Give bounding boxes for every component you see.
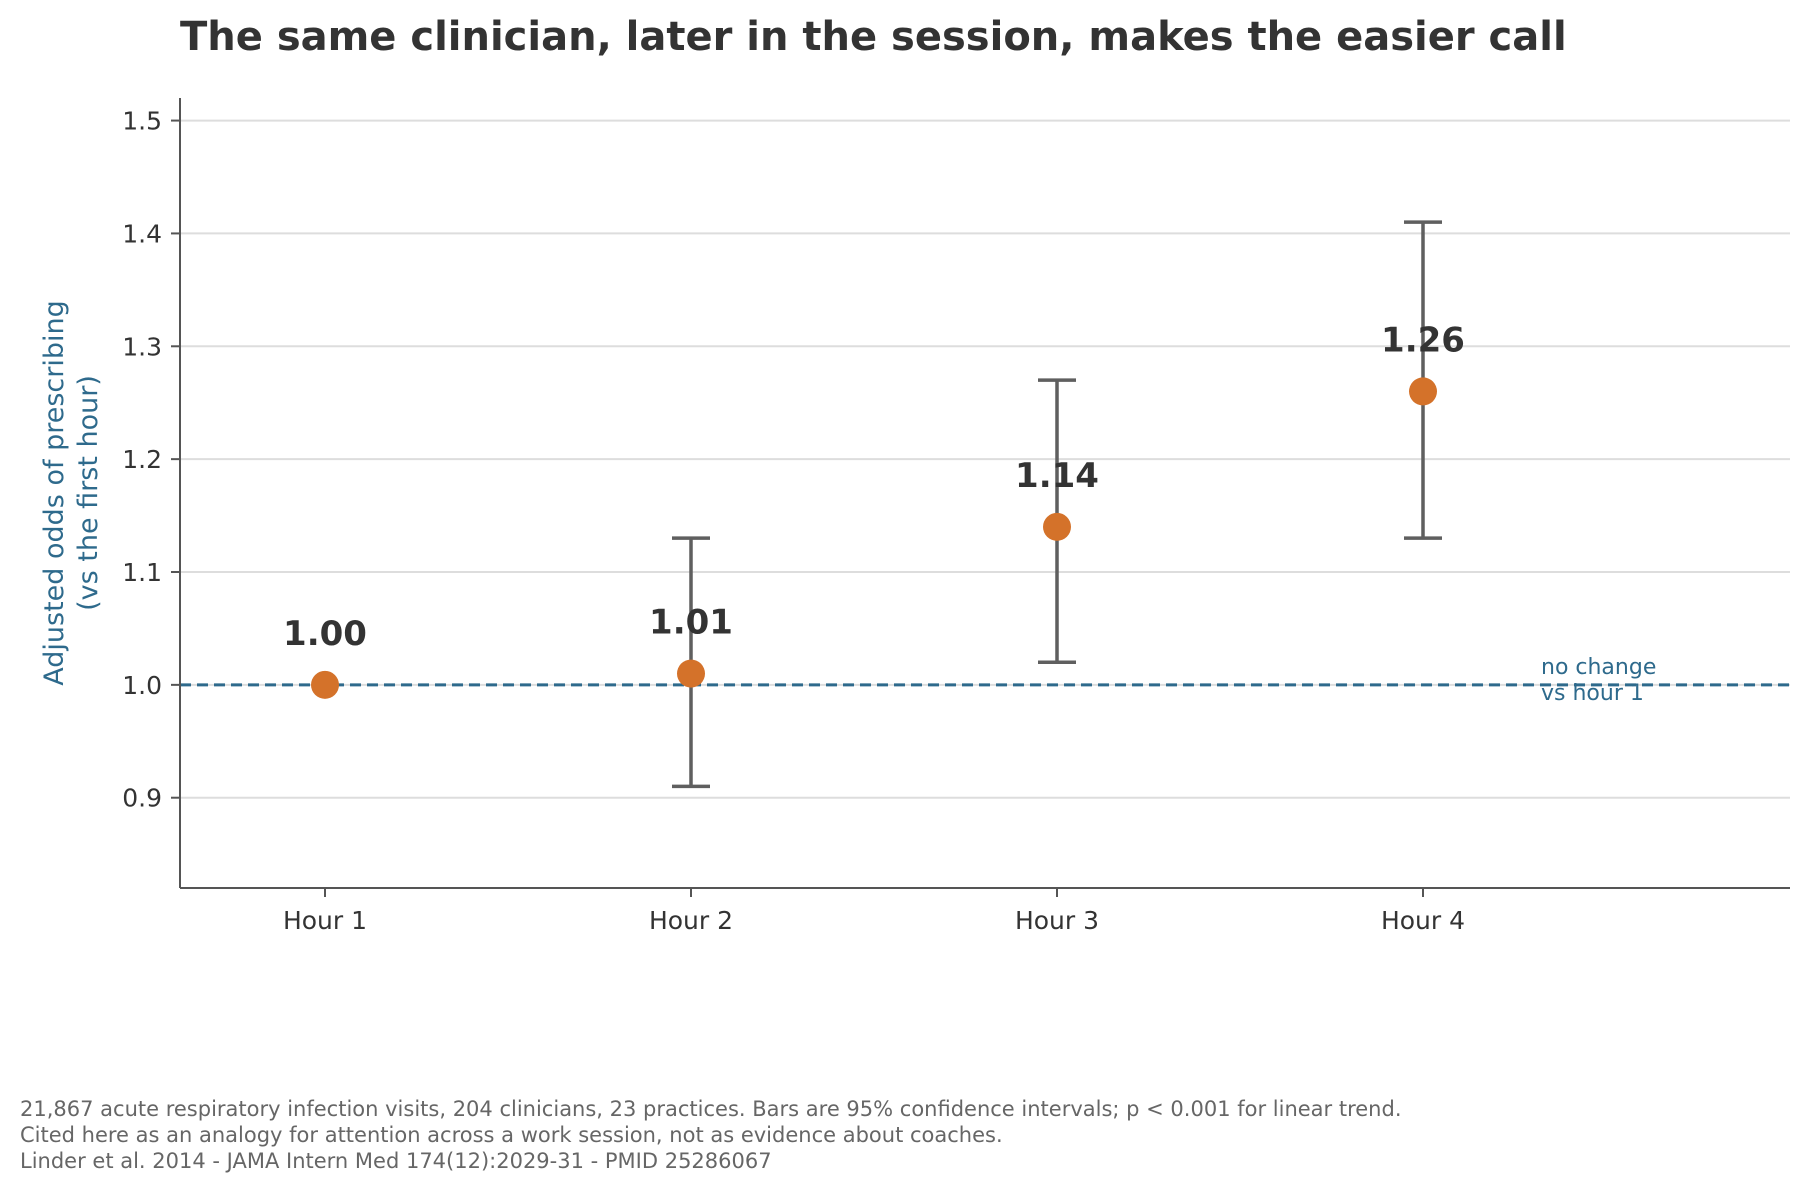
error-bars [672,220,1442,789]
data-point [1409,377,1437,406]
caption-line: Cited here as an analogy for attention a… [20,1123,1003,1147]
axes: 0.9 1.0 1.1 1.2 1.3 1.4 1.5 Hour 1 Hour 2 Hour 3 H… [39,98,1790,935]
x-tick-label: Hour 3 [1015,906,1099,935]
data-label: 1.01 [649,603,733,643]
y-tick-label: 1.5 [122,107,162,136]
reference-line-label: no change [1541,655,1656,680]
data-point [1043,512,1071,541]
reference-line-label: vs hour 1 [1541,681,1644,706]
data-labels: 1.00 1.01 1.14 1.26 [283,320,1465,653]
y-tick-label: 1.2 [122,445,162,474]
x-tick-label: Hour 1 [283,906,367,935]
chart-caption: 21,867 acute respiratory infection visit… [20,1096,1402,1174]
y-axis-label-line: (vs the first hour) [73,375,104,611]
data-label: 1.14 [1015,456,1099,496]
x-tick-label: Hour 2 [649,906,733,935]
data-point [677,659,705,688]
data-label: 1.26 [1381,320,1465,360]
chart-title: The same clinician, later in the session… [180,14,1567,60]
y-axis-label-line: Adjusted odds of prescribing [39,300,70,685]
y-tick-label: 1.0 [122,671,162,700]
y-tick-label: 1.3 [122,332,162,361]
data-point [311,670,339,699]
y-tick-label: 1.4 [122,219,162,248]
data-points [311,377,1437,699]
x-tick-label: Hour 4 [1381,906,1465,935]
y-axis-label: Adjusted odds of prescribing (vs the firs… [39,300,104,685]
data-label: 1.00 [283,614,367,654]
y-tick-label: 0.9 [122,784,162,813]
caption-line: Linder et al. 2014 - JAMA Intern Med 174… [20,1149,772,1173]
caption-line: 21,867 acute respiratory infection visit… [20,1097,1402,1121]
y-tick-label: 1.1 [122,558,162,587]
